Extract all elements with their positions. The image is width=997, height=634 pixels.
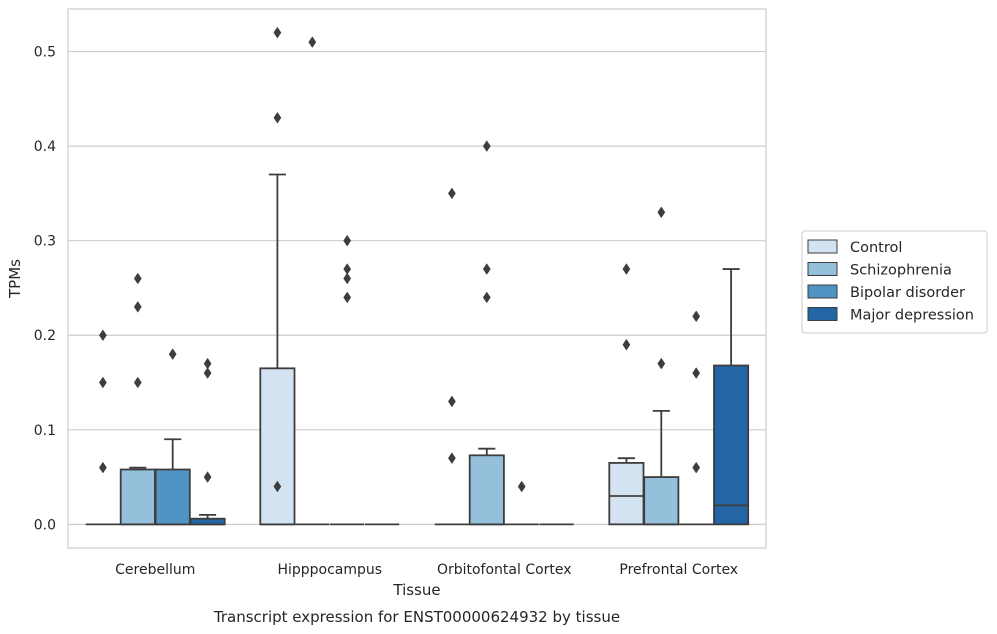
box-body [713,364,750,526]
legend-label: Control [850,240,902,256]
outlier-point [657,357,666,370]
legend-swatch [807,262,838,276]
outlier-point [273,26,282,39]
box-body [259,367,296,526]
outlier-point [98,376,107,389]
box-hipppocampus-bipolar-disorder [330,234,365,526]
box-orbitofontal-cortex-schizophrenia [468,140,505,526]
outlier-point [168,348,177,360]
plot-frame [67,8,767,549]
x-tick-label: Hipppocampus [277,562,382,578]
legend-swatch [807,239,838,254]
box-orbitofontal-cortex-bipolar-disorder [504,480,539,526]
outlier-point [133,272,142,285]
outlier-point [133,376,142,389]
y-tick-label: 0.1 [34,423,56,439]
x-tick-labels: Cerebellum Hipppocampus Orbitofontal Corte… [115,562,738,578]
box-cerebellum-bipolar-disorder [154,348,191,526]
y-tick-label: 0.0 [34,517,56,533]
box-hipppocampus-control [259,26,296,526]
outlier-point [343,272,352,285]
x-tick-label: Orbitofontal Cortex [437,562,572,578]
box-body [643,476,680,526]
box-orbitofontal-cortex-control [434,187,470,526]
outlier-point [692,367,701,379]
boxes [85,26,750,526]
box-cerebellum-schizophrenia [119,272,156,526]
y-tick-labels: 0.0 0.1 0.2 0.3 0.4 0.5 [34,45,56,534]
outlier-point [343,263,352,275]
outlier-point [482,140,491,152]
box-prefrontal-cortex-bipolar-disorder [679,310,714,526]
outlier-point [273,111,282,124]
box-cerebellum-control [85,329,121,526]
box-hipppocampus-schizophrenia [295,36,330,526]
legend-label: Bipolar disorder [850,285,965,301]
box-prefrontal-cortex-control [608,263,645,526]
outlier-point [308,36,317,48]
legend: Control Schizophrenia Bipolar disorder Majo… [801,230,988,334]
box-cerebellum-major-depression [189,357,226,526]
box-body [119,468,156,526]
outlier-point [343,291,352,304]
outlier-point [657,206,666,219]
outlier-point [482,263,491,275]
outlier-point [273,480,282,493]
y-tick-label: 0.5 [34,45,56,61]
outlier-point [622,263,631,275]
box-body [608,461,645,526]
legend-label: Major depression [850,308,974,324]
legend-frame [801,230,988,334]
y-axis-label: TPMs [6,259,24,299]
outlier-point [98,461,107,474]
legend-swatch [807,284,838,299]
box-prefrontal-cortex-major-depression [713,268,750,526]
y-tick-label: 0.3 [34,234,56,250]
box-body [154,468,191,526]
x-axis-label: Tissue [392,581,440,599]
y-tick-label: 0.4 [34,139,56,155]
outlier-point [98,329,107,342]
outlier-point [203,367,212,379]
outlier-point [447,395,456,408]
outlier-point [447,452,456,465]
box-prefrontal-cortex-schizophrenia [643,206,680,526]
outlier-point [133,301,142,313]
legend-swatch [807,307,838,321]
outlier-point [692,461,701,474]
outlier-point [203,471,212,483]
x-tick-label: Cerebellum [115,562,195,578]
outlier-point [692,310,701,323]
outlier-point [203,357,212,370]
chart-caption: Transcript expression for ENST0000062493… [213,608,620,626]
outlier-point [622,338,631,351]
legend-label: Schizophrenia [850,263,952,279]
outlier-point [517,480,526,493]
box-body [468,454,505,526]
x-tick-label: Prefrontal Cortex [619,562,738,578]
outlier-point [482,291,491,304]
y-tick-label: 0.2 [34,328,56,344]
outlier-point [447,187,456,200]
outlier-point [343,234,352,247]
